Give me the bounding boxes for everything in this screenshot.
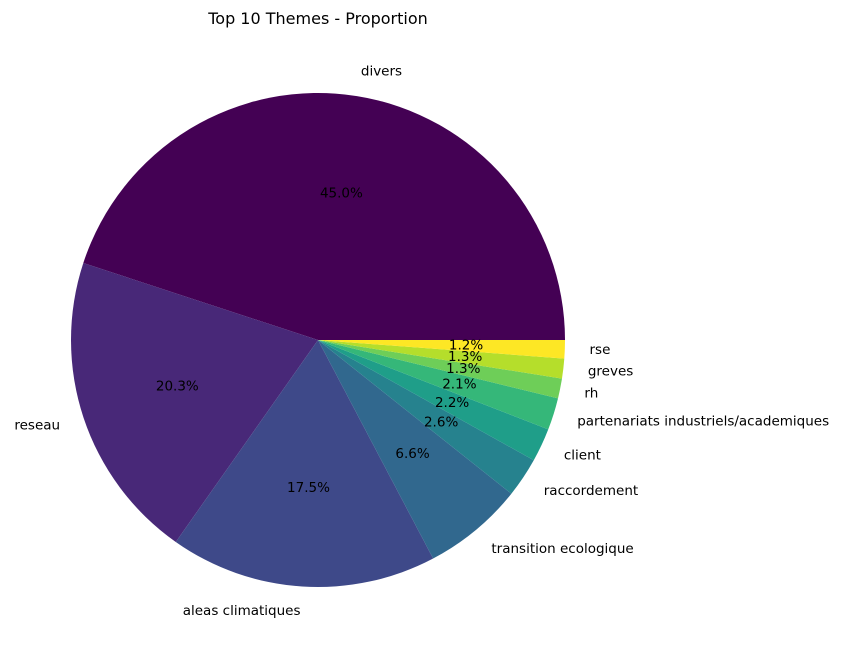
pie-slice-divers [83, 93, 565, 340]
slice-label-partenariats-industriels-academiques: partenariats industriels/academiques [577, 413, 829, 429]
slice-percent-divers: 45.0% [320, 186, 363, 202]
slice-percent-greves: 1.3% [448, 349, 482, 365]
slice-percent-reseau: 20.3% [156, 379, 199, 395]
slice-label-greves: greves [588, 363, 633, 379]
slice-percent-raccordement: 2.6% [424, 414, 458, 430]
pie-labels: divers reseau aleas climatiques transition … [14, 64, 829, 619]
chart-title: Top 10 Themes - Proportion [207, 9, 428, 28]
pie-slice-rse [318, 340, 565, 359]
pie-percent-labels: 45.0%20.3%17.5%6.6%2.6%2.2%2.1%1.3%1.3%1… [156, 186, 484, 496]
pie-slice-transition-ecologique [318, 340, 512, 559]
slice-label-raccordement: raccordement [544, 483, 638, 499]
slice-label-rse: rse [590, 342, 611, 358]
slice-label-transition-ecologique: transition ecologique [491, 541, 633, 557]
slice-percent-partenariats-industriels-academiques: 2.1% [442, 376, 476, 392]
pie-slice-partenariats-industriels-academiques [318, 340, 559, 430]
slice-percent-aleas-climatiques: 17.5% [287, 480, 330, 496]
slice-label-rh: rh [584, 385, 598, 401]
pie-slice-greves [318, 340, 565, 379]
pie-slices [71, 93, 565, 588]
slice-percent-client: 2.2% [435, 395, 469, 411]
pie-slice-rh [318, 340, 562, 399]
slice-percent-rh: 1.3% [446, 361, 480, 377]
slice-percent-transition-ecologique: 6.6% [395, 446, 429, 462]
slice-label-aleas-climatiques: aleas climatiques [183, 603, 301, 619]
slice-percent-rse: 1.2% [449, 338, 483, 354]
slice-label-client: client [564, 448, 601, 464]
pie-slice-client [318, 340, 549, 461]
pie-slice-aleas-climatiques [175, 340, 434, 588]
pie-slice-reseau [71, 263, 318, 542]
slice-label-reseau: reseau [14, 418, 60, 434]
pie-slice-raccordement [318, 340, 534, 494]
slice-label-divers: divers [361, 64, 402, 80]
